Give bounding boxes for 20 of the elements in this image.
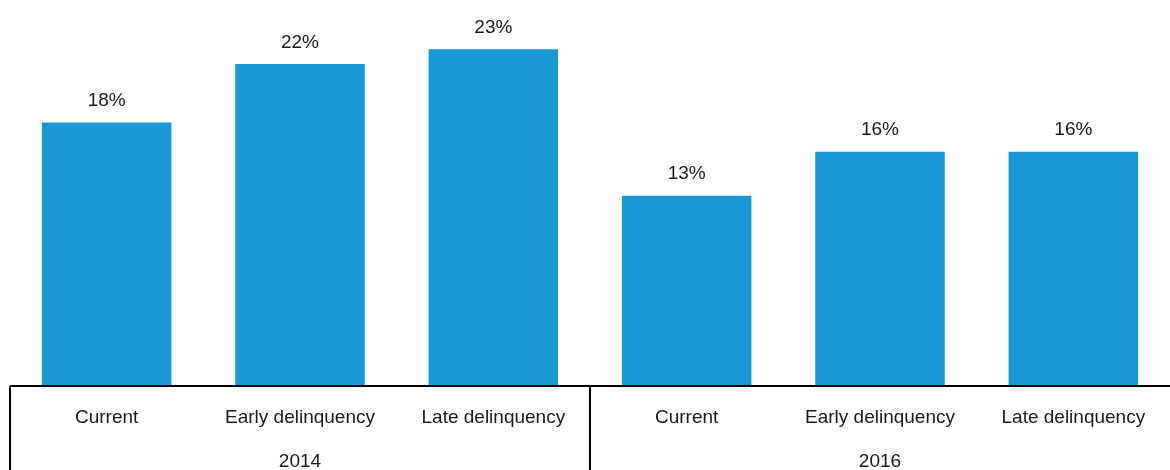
bar (41, 122, 172, 386)
text: 2014 (278, 450, 322, 470)
data-label: 16% (1054, 118, 1093, 140)
x-tick-label: Late delinquency (421, 405, 566, 427)
data-label: 18% (87, 89, 126, 111)
data-label: 16% (860, 118, 900, 140)
x-tick-label: Late delinquency (1001, 405, 1146, 427)
data-label: 22% (280, 30, 320, 52)
data-label: 23% (474, 16, 513, 38)
bar (1008, 151, 1139, 386)
x-tick-label: Early delinquency (225, 405, 376, 427)
bar (815, 151, 945, 386)
data-label: 13% (667, 162, 706, 184)
x-tick-label: Early delinquency (805, 405, 956, 427)
x-tick-label: Current (654, 405, 720, 427)
bar (235, 63, 365, 386)
bar (428, 49, 559, 386)
x-tick-label: Current (74, 405, 140, 427)
bar (621, 195, 752, 386)
text: 2016 (858, 450, 902, 470)
